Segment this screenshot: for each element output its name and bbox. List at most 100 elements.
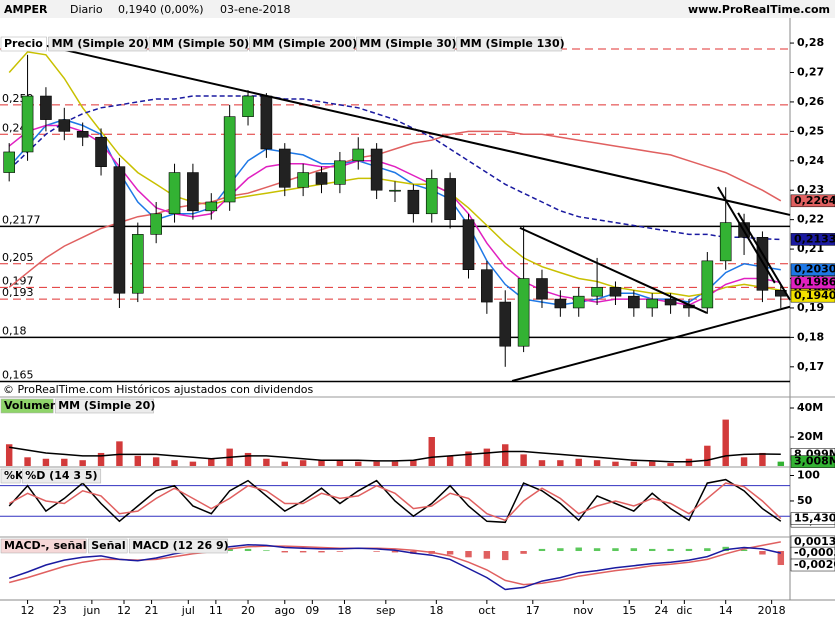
header-bar [0, 0, 835, 18]
histogram-bar [685, 548, 693, 552]
volume-bar [263, 458, 270, 466]
x-tick-label: 23 [53, 604, 67, 617]
last-value-box [790, 233, 835, 246]
legend-label: MM (Simple 20) [58, 399, 155, 412]
x-tick-label: 21 [145, 604, 159, 617]
volume-bar [557, 460, 564, 466]
histogram-bar [318, 551, 325, 553]
last-value-label: -0,0020 [794, 558, 835, 571]
candle-body [21, 95, 34, 153]
candle-body [205, 201, 218, 212]
histogram-bar [520, 551, 527, 554]
volume-bar [759, 452, 766, 466]
histogram-bar [612, 548, 619, 552]
x-tick-label: 20 [241, 604, 255, 617]
volume-bar [722, 419, 729, 466]
candle-body [407, 189, 420, 215]
volume-bar [612, 461, 619, 466]
legend-box [148, 36, 248, 52]
legend-label: %K [4, 469, 24, 482]
x-tick-label: oct [478, 604, 496, 617]
legend-box [21, 468, 102, 484]
legend-box [0, 538, 87, 554]
candle-body [260, 95, 273, 150]
candle-body [499, 301, 512, 347]
date: 03-ene-2018 [220, 3, 290, 16]
candle-body [76, 131, 89, 138]
histogram-bar [502, 551, 509, 561]
histogram-bar [630, 548, 638, 552]
legend-label: MM (Simple 50) [152, 37, 249, 50]
volume-bar [61, 458, 68, 466]
volume-bar [575, 458, 582, 466]
histogram-bar [263, 550, 270, 552]
histogram-bar [593, 548, 601, 552]
volume-bar [373, 461, 380, 466]
last-value-label: 0,2133 [794, 232, 835, 245]
legend-label: %D (14 3 5) [25, 469, 97, 482]
y-tick-label: 0,23 [797, 183, 824, 196]
quote: 0,1940 (0,00%) [118, 3, 204, 16]
volume-bar [171, 460, 178, 466]
legend-label: MM (Simple 200) [252, 37, 357, 50]
volume-bar [648, 461, 656, 466]
trendline [737, 212, 791, 301]
last-value-box [790, 558, 835, 572]
x-tick-label: nov [573, 604, 594, 617]
histogram-bar [244, 548, 252, 552]
candle-body [536, 278, 548, 300]
volume-bar [281, 461, 288, 466]
candle-body [315, 172, 328, 185]
series-line [8, 543, 781, 591]
y-tick-label: 100 [797, 468, 820, 481]
volume-bar [520, 454, 527, 466]
candle-body [3, 151, 15, 173]
footer-note: © ProRealTime.com Históricos ajustados c… [3, 383, 314, 396]
last-value-label: 15,430 [794, 512, 835, 525]
x-tick-label: dic [676, 604, 692, 617]
volume-bar [704, 445, 711, 466]
histogram-bar [557, 548, 564, 552]
series-line [8, 482, 782, 522]
y-tick-label: 0,28 [797, 36, 824, 49]
legend-box [0, 468, 21, 484]
x-tick-label: jul [181, 604, 195, 617]
y-tick-label: 0,26 [797, 95, 824, 108]
volume-bar [428, 437, 435, 466]
y-tick-label: 40M [797, 401, 823, 414]
histogram-bar [446, 551, 454, 555]
x-tick-label: 11 [209, 604, 223, 617]
y-tick-label: 50 [797, 494, 813, 507]
histogram-bar [483, 551, 491, 559]
histogram-bar [336, 551, 344, 552]
last-value-label: 0,0013 [794, 535, 835, 548]
candle-body [95, 136, 107, 167]
histogram-bar [299, 551, 307, 553]
volume-bar [410, 460, 417, 466]
x-tick-label: sep [376, 604, 395, 617]
volume-bar [244, 452, 252, 466]
legend-label: Volumen [4, 399, 58, 412]
x-tick-label: jun [82, 604, 100, 617]
candle-body [168, 172, 181, 215]
histogram-bar [648, 548, 656, 552]
candle-body [664, 298, 677, 306]
legend-label: MACD (12 26 9) [132, 539, 228, 552]
candle-body [444, 178, 456, 220]
x-tick-label: 2018 [758, 604, 786, 617]
histogram-bar [538, 548, 546, 552]
volume-bar [446, 455, 454, 466]
period: Diario [70, 3, 103, 16]
level-label: 0,2177 [2, 213, 41, 226]
x-tick-label: 15 [622, 604, 636, 617]
histogram-bar [667, 548, 674, 552]
y-tick-label: 0,22 [797, 213, 824, 226]
candle-body [701, 260, 714, 309]
candle-body [352, 148, 365, 162]
volume-bar [336, 460, 344, 466]
y-tick-label: 0,24 [797, 154, 824, 167]
volume-bar [538, 460, 546, 466]
legend-box [48, 36, 148, 52]
candle-body [370, 148, 383, 191]
